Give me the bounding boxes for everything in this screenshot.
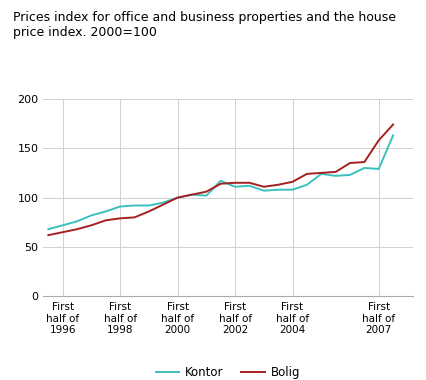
Bolig [75, 227, 80, 231]
Bolig [46, 233, 51, 238]
Bolig [319, 171, 324, 175]
Bolig [348, 161, 353, 165]
Line: Bolig: Bolig [48, 125, 393, 235]
Kontor [391, 133, 396, 138]
Kontor [89, 213, 94, 218]
Bolig [118, 216, 123, 221]
Kontor [147, 203, 152, 208]
Kontor [218, 179, 223, 183]
Kontor [132, 203, 137, 208]
Bolig [89, 223, 94, 228]
Kontor [261, 188, 266, 193]
Bolig [304, 172, 309, 176]
Kontor [348, 173, 353, 177]
Line: Kontor: Kontor [48, 135, 393, 229]
Bolig [132, 215, 137, 220]
Text: Prices index for office and business properties and the house
price index. 2000=: Prices index for office and business pro… [13, 11, 396, 40]
Kontor [362, 166, 367, 170]
Bolig [103, 218, 108, 223]
Kontor [319, 172, 324, 176]
Kontor [333, 174, 338, 178]
Bolig [362, 160, 367, 164]
Bolig [376, 138, 381, 142]
Bolig [333, 169, 338, 174]
Bolig [276, 182, 281, 187]
Legend: Kontor, Bolig: Kontor, Bolig [151, 362, 305, 380]
Kontor [233, 184, 238, 189]
Bolig [204, 189, 209, 194]
Kontor [46, 227, 51, 231]
Bolig [60, 230, 65, 234]
Bolig [147, 209, 152, 214]
Kontor [304, 182, 309, 187]
Kontor [276, 187, 281, 192]
Bolig [247, 180, 252, 185]
Bolig [190, 192, 195, 197]
Kontor [376, 167, 381, 171]
Kontor [190, 192, 195, 197]
Bolig [161, 202, 166, 207]
Kontor [75, 219, 80, 223]
Kontor [118, 204, 123, 209]
Kontor [247, 184, 252, 188]
Kontor [290, 187, 295, 192]
Kontor [103, 209, 108, 214]
Bolig [290, 179, 295, 184]
Kontor [60, 223, 65, 228]
Kontor [161, 200, 166, 205]
Bolig [391, 122, 396, 127]
Bolig [261, 184, 266, 189]
Bolig [233, 180, 238, 185]
Kontor [175, 195, 180, 200]
Bolig [218, 182, 223, 186]
Kontor [204, 193, 209, 198]
Bolig [175, 195, 180, 200]
